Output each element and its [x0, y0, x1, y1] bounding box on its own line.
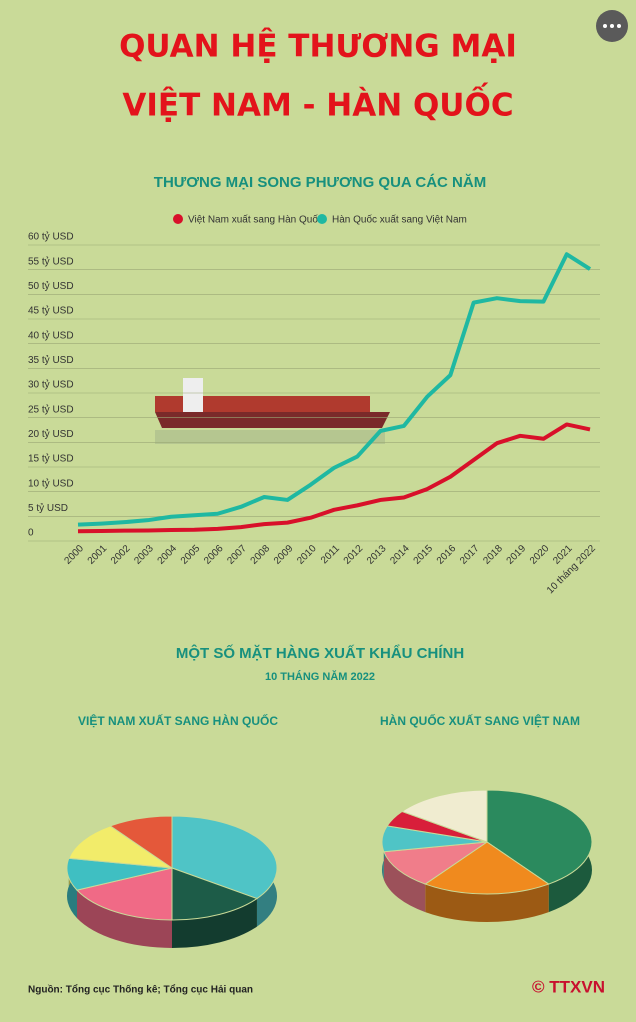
logo: © TTXVN: [532, 977, 605, 996]
y-tick-label: 25 tỷ USD: [28, 403, 74, 415]
pie-title: HÀN QUỐC XUẤT SANG VIỆT NAM: [380, 713, 580, 728]
x-tick-label: 2011: [319, 543, 342, 566]
x-tick-label: 2015: [412, 543, 436, 567]
legend-label: Việt Nam xuất sang Hàn Quốc: [188, 214, 323, 226]
chart-title: THƯƠNG MẠI SONG PHƯƠNG QUA CÁC NĂM: [154, 174, 486, 191]
pie-slice: [383, 841, 488, 885]
x-tick-label: 2004: [156, 543, 180, 567]
x-tick-label: 2012: [342, 543, 366, 567]
pie-slice-side: [172, 898, 257, 948]
x-tick-label: 2020: [528, 543, 552, 567]
menu-button[interactable]: [596, 10, 628, 42]
dot: [617, 24, 621, 28]
x-tick-label: 2006: [202, 543, 226, 567]
pie-slice: [400, 789, 488, 843]
legend-label: Hàn Quốc xuất sang Việt Nam: [332, 214, 467, 226]
x-tick-label: 2000: [62, 543, 86, 567]
pie-slice: [68, 825, 173, 869]
x-tick-label: 2001: [86, 543, 110, 567]
y-tick-label: 35 tỷ USD: [28, 354, 74, 366]
y-tick-label: 60 tỷ USD: [28, 231, 74, 243]
y-tick-label: 5 tỷ USD: [28, 502, 68, 514]
y-tick-label: 30 tỷ USD: [28, 379, 74, 391]
x-tick-label: 2014: [388, 543, 412, 567]
x-tick-label: 2005: [179, 543, 203, 567]
x-tick-label: 2007: [225, 543, 249, 567]
dot: [610, 24, 614, 28]
y-tick-label: 40 tỷ USD: [28, 329, 74, 341]
pie-slice: [76, 867, 173, 921]
y-tick-label: 15 tỷ USD: [28, 453, 74, 465]
x-tick-label: 2003: [132, 543, 156, 567]
series-line: [77, 252, 592, 527]
ship-reflection: [155, 430, 385, 444]
ship-cargo: [155, 396, 370, 412]
ship-bridge: [183, 378, 203, 412]
pie-slice: [424, 841, 550, 895]
pie-slice: [171, 867, 259, 921]
pie-title: VIỆT NAM XUẤT SANG HÀN QUỐC: [78, 713, 278, 728]
title-line: VIỆT NAM - HÀN QUỐC: [122, 83, 513, 124]
pie-slice-side: [67, 858, 77, 919]
series-line: [77, 422, 591, 534]
section-title: MỘT SỐ MẶT HÀNG XUẤT KHẨU CHÍNH: [176, 644, 464, 662]
x-tick-label: 2018: [481, 543, 505, 567]
y-tick-label: 45 tỷ USD: [28, 305, 74, 317]
x-tick-label: 2019: [505, 543, 529, 567]
y-tick-label: 50 tỷ USD: [28, 280, 74, 292]
pie-slice: [171, 815, 278, 900]
y-tick-label: 0: [28, 528, 34, 539]
section-subtitle: 10 THÁNG NĂM 2022: [265, 670, 375, 683]
legend-marker: [317, 214, 327, 224]
legend-marker: [173, 214, 183, 224]
x-tick-label: 2009: [272, 543, 296, 567]
x-tick-label: 2013: [365, 543, 389, 567]
y-tick-label: 10 tỷ USD: [28, 477, 74, 489]
x-tick-label: 2017: [458, 543, 482, 567]
pie-slice-side: [425, 884, 549, 923]
ship-hull: [155, 412, 390, 428]
title-line: QUAN HỆ THƯƠNG MẠI: [119, 28, 517, 65]
dot: [603, 24, 607, 28]
pie-slice: [486, 789, 593, 885]
pie-slice-side: [76, 890, 172, 948]
pie-slice: [109, 815, 173, 869]
x-tick-label: 2002: [109, 543, 133, 567]
x-tick-label: 2008: [249, 543, 273, 567]
y-tick-label: 55 tỷ USD: [28, 255, 74, 267]
ship: [155, 378, 390, 444]
x-tick-label: 2010: [295, 543, 319, 567]
y-tick-label: 20 tỷ USD: [28, 428, 74, 440]
source: Nguồn: Tổng cục Thống kê; Tổng cục Hải q…: [28, 984, 253, 996]
x-tick-label: 2016: [435, 543, 459, 567]
